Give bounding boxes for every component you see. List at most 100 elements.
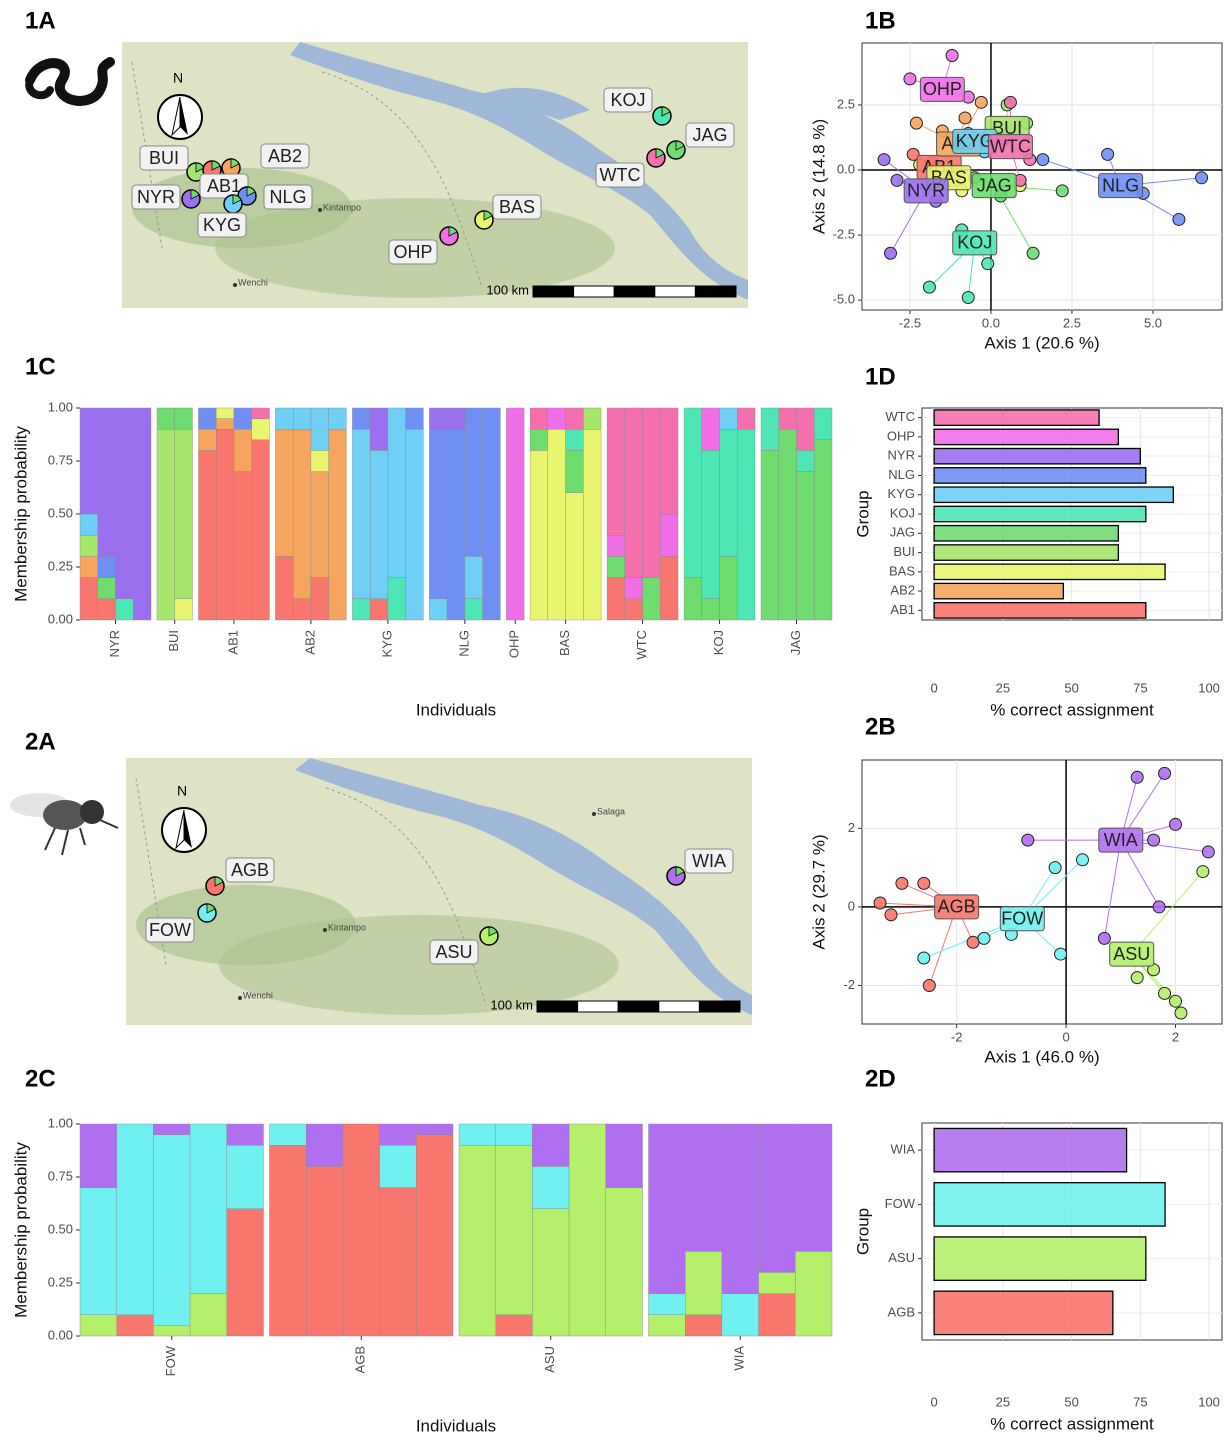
point [1158,986,1172,1000]
place-label: Salaga [597,806,625,816]
y-tick-label: 0.0 [837,161,855,176]
membership-segment [796,471,815,621]
point [945,48,959,62]
panel-label: 2D [865,1065,896,1092]
membership-segment [642,577,661,621]
membership-segment [79,407,98,515]
site-label-box [199,173,249,199]
site-label-box [685,122,735,148]
site-label: ASU [435,942,472,962]
x-tick-label: 0 [930,1394,937,1409]
membership-segment [701,407,720,451]
membership-segment [310,450,329,472]
group-label: AGB [938,897,976,917]
x-tick-label: 50 [1064,1394,1078,1409]
membership-segment [660,556,679,621]
x-axis-title: Axis 1 (20.6 %) [984,333,1099,352]
membership-segment [758,1272,796,1294]
membership-segment [269,1144,307,1337]
scale-bar [532,285,575,298]
group-label: WTC [634,630,649,660]
x-tick-label: -2.5 [899,315,921,330]
point [1172,212,1186,226]
site-label-box [388,239,438,265]
point [1075,853,1089,867]
site-pie [206,903,216,914]
group-label: FOW [1001,908,1043,928]
site-label: AB2 [268,146,302,166]
membership-segment [547,429,566,621]
group-label-box [919,76,965,102]
membership-segment [458,1123,496,1146]
site-label-box [131,184,181,210]
membership-segment [464,556,483,600]
membership-segment [624,407,643,578]
panel-label: 1A [25,7,56,34]
membership-segment [153,1134,191,1326]
membership-segment [216,429,235,621]
site-pie [230,158,240,169]
membership-segment [156,407,175,430]
membership-segment [174,429,193,600]
site-pie [661,106,671,117]
site-label: JAG [692,125,727,145]
x-axis-title: % correct assignment [990,700,1154,719]
spoke [1103,840,1122,939]
x-tick-label: 25 [996,1394,1010,1409]
membership-segment [328,429,347,621]
membership-segment [352,429,371,600]
y-tick-label: 0.50 [48,505,73,520]
site-label: BAS [499,197,535,217]
x-tick-label: 50 [1064,680,1078,695]
membership-segment [506,407,525,621]
x-tick-label: 2 [1172,1029,1179,1044]
group-label: KOJ [711,630,726,655]
membership-segment [778,407,797,430]
group-label-box [999,906,1045,932]
membership-segment [369,598,389,621]
membership-segment [275,556,294,621]
membership-segment [310,471,329,578]
group-label: WTC [990,136,1031,156]
membership-segment [719,429,738,557]
site-pie [214,876,224,887]
group-label-box [1098,827,1144,853]
scale-bar [617,1000,660,1013]
y-tick-label: NLG [888,467,915,482]
membership-segment [292,429,312,600]
membership-segment [369,450,389,599]
membership-segment [292,407,312,430]
membership-segment [719,556,738,621]
membership-segment [685,1314,723,1337]
x-axis-title: Individuals [416,700,496,719]
membership-segment [565,407,584,430]
bar [933,505,1147,523]
y-tick-label: FOW [885,1196,916,1211]
group-label: AB1 [225,630,240,655]
fly-icon [10,793,119,856]
point [1026,246,1040,260]
membership-segment [605,1187,643,1337]
road [131,61,483,289]
bar [933,428,1119,446]
membership-segment [153,1123,191,1135]
point [1196,865,1210,879]
membership-segment [814,407,833,440]
membership-segment [737,407,756,430]
membership-segment [721,1123,759,1294]
membership-segment [683,407,702,578]
scale-bar [654,285,696,298]
x-axis-title: Axis 1 (46.0 %) [984,1047,1099,1066]
group-label: JAG [788,630,803,655]
plot-area [861,42,1223,311]
y-tick-label: 0.25 [48,1274,73,1289]
site-label-box [595,162,645,188]
y-tick-label: -2.5 [833,226,855,241]
y-tick-label: 0.25 [48,558,73,573]
bar [933,1236,1147,1281]
y-tick-label: 2.5 [837,96,855,111]
site-pie [655,148,665,159]
membership-segment [79,556,98,578]
site-pie [675,866,685,877]
